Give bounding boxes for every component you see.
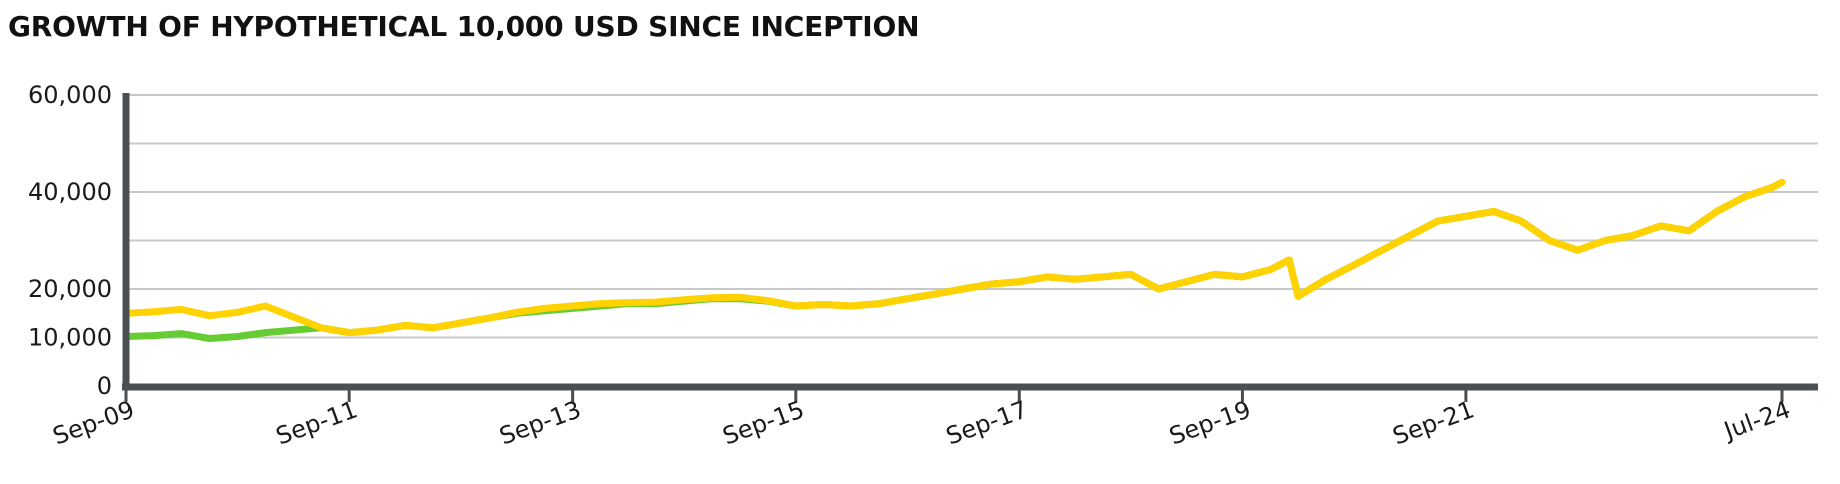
x-tick-label: Sep-13 [496, 395, 585, 450]
y-tick-label: 60,000 [28, 81, 112, 109]
x-tick-label: Sep-11 [272, 395, 361, 450]
x-tick-label: Sep-19 [1166, 395, 1255, 450]
gridlines [126, 94, 1818, 339]
y-axis-ticks: 0 10,000 20,000 40,000 60,000 [28, 81, 112, 400]
y-tick-label: 0 [97, 372, 112, 400]
x-tick-label: Sep-09 [49, 395, 138, 450]
y-tick-label: 10,000 [28, 324, 112, 352]
chart-title: GROWTH OF HYPOTHETICAL 10,000 USD SINCE … [8, 10, 920, 43]
y-tick-label: 40,000 [28, 178, 112, 206]
series-line-yellow [122, 178, 1786, 337]
x-tick-label: Jul-24 [1719, 395, 1795, 445]
x-tick-label: Sep-21 [1389, 395, 1478, 450]
y-tick-label: 20,000 [28, 275, 112, 303]
x-tick-label: Sep-17 [942, 395, 1031, 450]
x-axis-ticks: Sep-09 Sep-11 Sep-13 Sep-15 Sep-17 Sep-19 Sep-… [49, 390, 1794, 451]
series-line-green [122, 178, 1786, 342]
axes [122, 93, 1818, 391]
x-tick-label: Sep-15 [719, 395, 808, 450]
series-lines [122, 178, 1786, 342]
